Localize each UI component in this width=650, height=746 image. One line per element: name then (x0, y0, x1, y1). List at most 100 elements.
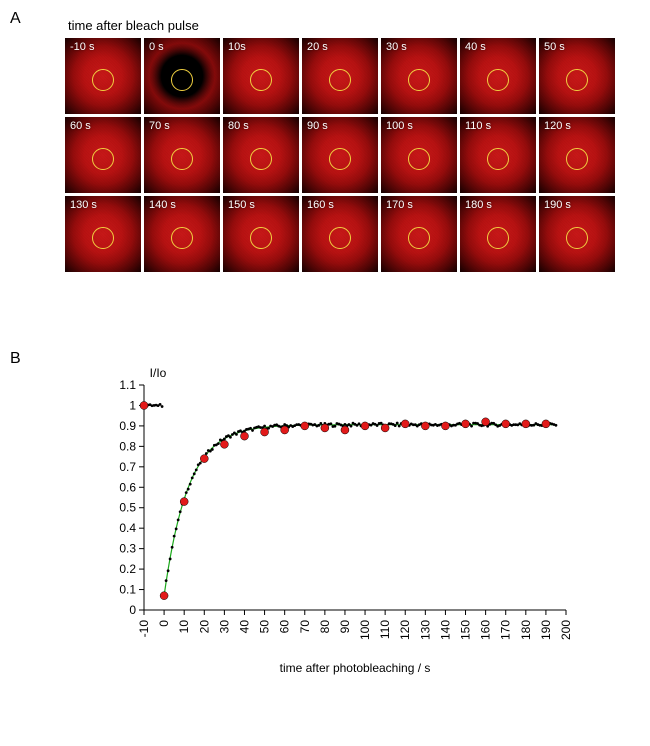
highlight-point (421, 422, 429, 430)
data-point (191, 477, 194, 480)
x-tick-label: 50 (258, 620, 272, 634)
y-tick-label: 0.5 (119, 501, 136, 515)
x-tick-label: 20 (197, 620, 211, 634)
data-point (398, 425, 401, 428)
data-point (175, 528, 178, 531)
frap-frame: 190 s (539, 196, 615, 272)
highlight-point (462, 420, 470, 428)
data-point (358, 422, 361, 425)
data-point (317, 424, 320, 427)
data-point (251, 429, 254, 432)
frame-time-label: 50 s (544, 41, 565, 53)
x-tick-label: 200 (559, 620, 573, 640)
frap-frame: -10 s (65, 38, 141, 114)
data-point (249, 427, 252, 430)
roi-circle (566, 227, 588, 249)
frap-frame: 40 s (460, 38, 536, 114)
roi-circle (487, 148, 509, 170)
roi-circle (408, 227, 430, 249)
data-point (159, 403, 162, 406)
data-point (189, 483, 192, 486)
x-tick-label: 60 (278, 620, 292, 634)
roi-circle (329, 69, 351, 91)
roi-circle (250, 69, 272, 91)
black-points (143, 403, 558, 598)
roi-circle (171, 69, 193, 91)
highlight-point (522, 420, 530, 428)
frap-frame: 180 s (460, 196, 536, 272)
highlight-point (160, 592, 168, 600)
roi-circle (92, 148, 114, 170)
y-tick-label: 0.2 (119, 562, 136, 576)
data-point (394, 424, 397, 427)
highlight-point (301, 422, 309, 430)
panel-a-label: A (10, 10, 21, 28)
data-point (470, 425, 473, 428)
panel-a-title: time after bleach pulse (68, 18, 199, 33)
data-point (165, 579, 168, 582)
data-point (376, 424, 379, 427)
frame-time-label: 60 s (70, 120, 91, 132)
data-point (350, 425, 353, 428)
frame-time-label: 160 s (307, 199, 334, 211)
highlight-point (381, 424, 389, 432)
y-axis-title: I/Io (150, 366, 167, 380)
highlight-point (180, 498, 188, 506)
roi-circle (408, 148, 430, 170)
data-point (199, 462, 202, 465)
frap-frame: 160 s (302, 196, 378, 272)
highlight-point (441, 422, 449, 430)
roi-circle (250, 148, 272, 170)
frame-time-label: 90 s (307, 120, 328, 132)
frap-frame: 0 s (144, 38, 220, 114)
frap-frame: 30 s (381, 38, 457, 114)
data-point (187, 488, 190, 491)
x-tick-label: 130 (418, 620, 432, 640)
data-point (177, 518, 180, 521)
x-tick-label: 90 (338, 620, 352, 634)
roi-circle (487, 227, 509, 249)
frame-time-label: 120 s (544, 120, 571, 132)
highlight-point (240, 432, 248, 440)
y-tick-label: 0 (129, 603, 136, 617)
data-point (223, 438, 226, 441)
highlight-point (321, 424, 329, 432)
frap-frame: 150 s (223, 196, 299, 272)
x-tick-label: 10 (177, 620, 191, 634)
x-tick-label: 160 (479, 620, 493, 640)
panel-b-label: B (10, 350, 21, 368)
y-tick-label: 0.7 (119, 460, 136, 474)
highlight-point (401, 420, 409, 428)
roi-circle (329, 148, 351, 170)
highlight-point (542, 420, 550, 428)
data-point (229, 436, 232, 439)
fit-curve (164, 425, 556, 596)
frap-frame: 20 s (302, 38, 378, 114)
highlight-point (341, 426, 349, 434)
frap-frame: 90 s (302, 117, 378, 193)
y-tick-label: 0.6 (119, 480, 136, 494)
highlight-point (502, 420, 510, 428)
frame-time-label: 30 s (386, 41, 407, 53)
x-tick-label: 140 (438, 620, 452, 640)
y-tick-label: 0.8 (119, 439, 136, 453)
frame-time-label: 20 s (307, 41, 328, 53)
roi-circle (171, 148, 193, 170)
roi-circle (487, 69, 509, 91)
data-point (193, 472, 196, 475)
frame-time-label: 190 s (544, 199, 571, 211)
highlight-point (281, 426, 289, 434)
data-point (179, 510, 182, 513)
data-point (185, 491, 188, 494)
x-tick-label: 70 (298, 620, 312, 634)
x-tick-label: 110 (378, 620, 392, 639)
frame-time-label: 180 s (465, 199, 492, 211)
data-point (173, 535, 176, 538)
frame-time-label: 10s (228, 41, 246, 53)
roi-circle (250, 227, 272, 249)
x-tick-label: 170 (499, 620, 513, 640)
frame-time-label: 150 s (228, 199, 255, 211)
frap-frame: 140 s (144, 196, 220, 272)
frap-frame: 70 s (144, 117, 220, 193)
frame-time-label: 0 s (149, 41, 164, 53)
